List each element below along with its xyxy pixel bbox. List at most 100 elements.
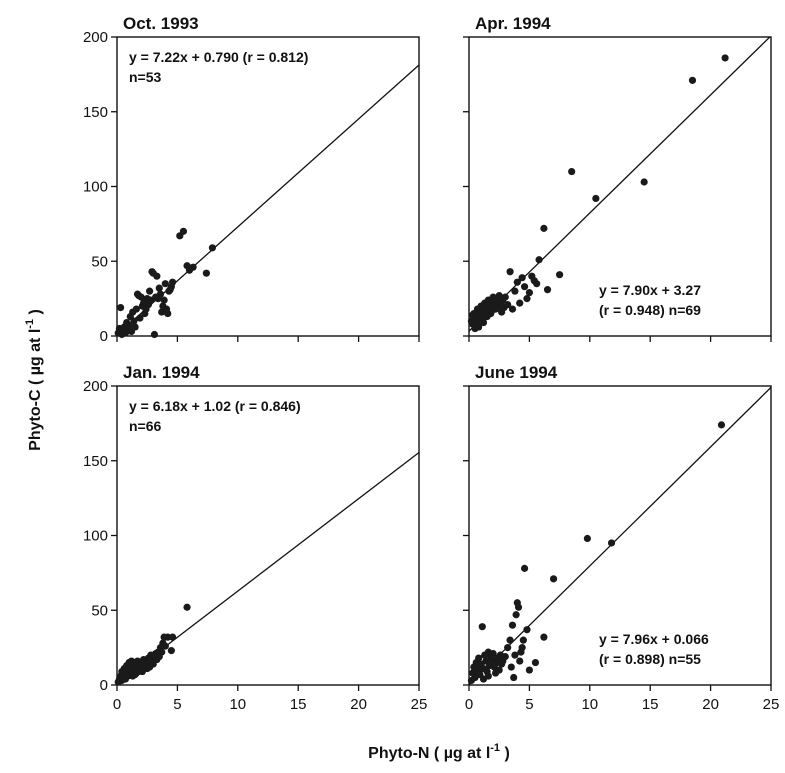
data-point (514, 603, 523, 611)
x-tick-label: 15 (642, 696, 659, 713)
data-point (717, 421, 726, 429)
data-point (498, 302, 506, 310)
regression-equation: y = 7.90x + 3.27 (599, 282, 701, 298)
data-point (168, 278, 177, 286)
data-point (156, 290, 165, 298)
sample-size: n=53 (129, 69, 162, 85)
data-point (508, 621, 517, 629)
data-point (167, 647, 175, 655)
data-point (155, 284, 163, 292)
regression-equation: y = 7.22x + 0.790 (r = 0.812) (129, 49, 308, 65)
y-tick-label: 150 (83, 453, 108, 470)
y-tick-label: 50 (91, 602, 108, 619)
data-point (125, 321, 133, 330)
data-point (513, 278, 521, 286)
data-point (540, 633, 548, 641)
y-tick-label: 50 (91, 253, 108, 270)
data-point (139, 661, 148, 670)
data-point (132, 305, 140, 313)
data-point (510, 673, 518, 682)
data-point (471, 672, 479, 680)
data-point (136, 314, 144, 322)
x-tick-label: 0 (113, 696, 121, 713)
x-tick-label: 15 (290, 696, 307, 713)
data-point (161, 642, 169, 650)
panel-2: 0 50 100 150 200 0 5 10 15 20 25 Jan. 1994 y = 6.18x… (83, 363, 427, 713)
y-tick-label: 100 (83, 528, 108, 545)
data-point (520, 283, 529, 291)
y-tick-label: 0 (100, 328, 108, 345)
data-point (583, 534, 591, 543)
regression-equation: y = 6.18x + 1.02 (r = 0.846) (129, 398, 301, 414)
sample-size: n=66 (129, 418, 162, 434)
data-point (495, 666, 503, 674)
data-point (518, 644, 526, 652)
data-point (208, 244, 217, 252)
data-point (168, 633, 177, 641)
y-tick-label: 150 (83, 104, 108, 121)
data-point (504, 644, 512, 652)
data-point (506, 268, 514, 276)
x-tick-label: 25 (763, 696, 780, 713)
x-axis-label-end: ) (500, 745, 510, 762)
data-point (511, 287, 519, 295)
data-point (523, 295, 531, 303)
data-point (501, 652, 509, 661)
data-point (117, 303, 125, 312)
x-tick-label: 0 (465, 696, 473, 713)
y-axis-label: Phyto-C ( µg at l-1 ) (24, 309, 44, 451)
data-point (508, 305, 517, 313)
data-point (525, 666, 534, 674)
x-axis-label-text: Phyto-N ( µg at l (368, 745, 490, 762)
data-point (531, 658, 540, 667)
data-point (150, 330, 159, 339)
x-tick-label: 20 (350, 696, 367, 713)
y-tick-label: 100 (83, 179, 108, 196)
data-point (137, 293, 145, 301)
data-point (592, 194, 600, 203)
panel-title: Apr. 1994 (475, 14, 551, 33)
data-point (688, 76, 697, 84)
data-point (501, 293, 509, 301)
correlation-and-sample-size: (r = 0.948) n=69 (599, 302, 701, 318)
data-point (568, 167, 576, 176)
panel-title: Jan. 1994 (123, 363, 200, 382)
data-point (507, 663, 515, 671)
x-axis-label-sup: -1 (490, 742, 500, 754)
data-point (153, 272, 161, 280)
data-point (543, 286, 552, 294)
correlation-and-sample-size: (r = 0.898) n=55 (599, 651, 701, 667)
x-tick-label: 5 (173, 696, 181, 713)
panel-title: Oct. 1993 (123, 14, 199, 33)
data-point (132, 660, 140, 668)
panel-title: June 1994 (475, 363, 558, 382)
data-point (164, 309, 172, 318)
data-point (475, 663, 483, 671)
data-point (179, 227, 188, 235)
panel-3: 0 5 10 15 20 25 June 1994 y = 7.96x + 0.066 (r =… (463, 363, 779, 713)
data-point (549, 575, 558, 583)
data-point (158, 648, 166, 656)
data-point (202, 269, 210, 277)
data-point (482, 309, 490, 318)
data-point (640, 178, 648, 186)
y-tick-label: 200 (83, 378, 108, 395)
data-point (556, 271, 564, 279)
data-point (160, 296, 168, 304)
data-point (161, 280, 169, 288)
data-point (484, 672, 492, 680)
data-point (516, 299, 524, 307)
data-point (511, 651, 519, 659)
data-point (533, 280, 541, 288)
data-point (520, 564, 529, 572)
data-point (523, 626, 531, 634)
data-point (131, 323, 139, 331)
x-axis-label: Phyto-N ( µg at l-1 ) (368, 742, 510, 762)
data-point (506, 636, 514, 644)
x-tick-label: 20 (702, 696, 719, 713)
x-tick-label: 25 (411, 696, 428, 713)
data-point (183, 603, 191, 611)
data-point (489, 650, 497, 658)
